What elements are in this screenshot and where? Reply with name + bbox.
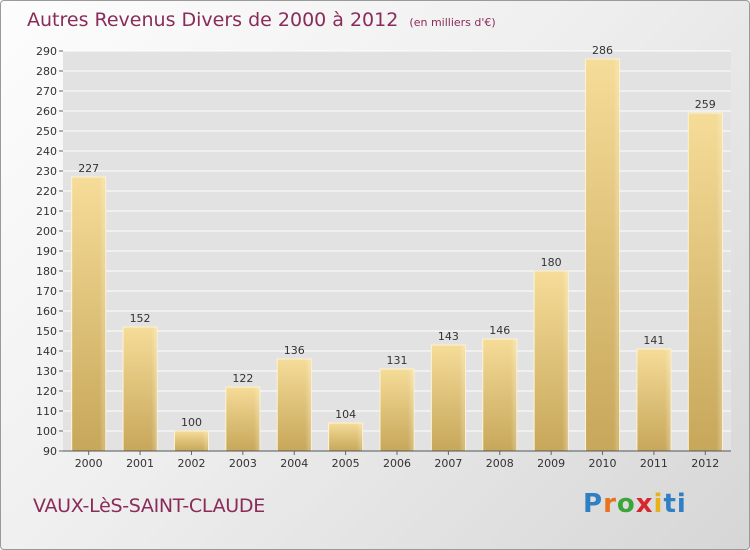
y-tick-label: 230 <box>36 165 57 178</box>
logo-letter-x: x <box>635 489 654 519</box>
y-tick-label: 150 <box>36 325 57 338</box>
x-tick-label: 2008 <box>486 457 514 470</box>
bar-value-label: 141 <box>643 334 664 347</box>
x-tick-label: 2000 <box>75 457 103 470</box>
bar-highlight <box>253 387 259 451</box>
y-tick-label: 180 <box>36 265 57 278</box>
y-tick-label: 120 <box>36 385 57 398</box>
bar-highlight <box>356 423 362 451</box>
logo-letter-i: i <box>653 489 664 519</box>
bar-highlight <box>510 339 516 451</box>
x-tick-label: 2009 <box>537 457 565 470</box>
y-tick-label: 110 <box>36 405 57 418</box>
bar-value-label: 286 <box>592 44 613 57</box>
bar-value-label: 227 <box>78 162 99 175</box>
x-tick-label: 2004 <box>280 457 308 470</box>
bar-value-label: 136 <box>284 344 305 357</box>
y-tick-label: 160 <box>36 305 57 318</box>
bars: 227 152 100 122 136 104 131 143 146 180 286 141 259 <box>71 44 723 452</box>
y-axis: 90 100 110 120 130 140 150 160 170 180 190 200 210 22… <box>36 45 63 458</box>
x-tick-label: 2007 <box>434 457 462 470</box>
y-tick-label: 290 <box>36 45 57 58</box>
y-tick-label: 130 <box>36 365 57 378</box>
y-tick-label: 90 <box>43 445 57 458</box>
bar-value-label: 180 <box>541 256 562 269</box>
y-tick-label: 100 <box>36 425 57 438</box>
logo-letter-r: r <box>603 489 617 519</box>
y-tick-label: 250 <box>36 125 57 138</box>
bar-highlight <box>408 369 413 451</box>
logo-letter-o: o <box>616 489 636 519</box>
bar-highlight <box>664 349 670 451</box>
y-tick-label: 190 <box>36 245 57 258</box>
bar-highlight <box>716 113 722 451</box>
x-tick-label: 2003 <box>229 457 257 470</box>
y-tick-label: 210 <box>36 205 57 218</box>
x-tick-label: 2011 <box>640 457 668 470</box>
bar-highlight <box>99 177 105 451</box>
y-tick-label: 280 <box>36 65 57 78</box>
bar-value-label: 104 <box>335 408 356 421</box>
bar-value-label: 131 <box>387 354 408 367</box>
bar-highlight <box>459 345 465 451</box>
x-tick-label: 2001 <box>126 457 154 470</box>
logo-letter-p: P <box>583 489 604 519</box>
bar-value-label: 100 <box>181 416 202 429</box>
bar-highlight <box>202 431 208 451</box>
chart-title: Autres Revenus Divers de 2000 à 2012 (en… <box>27 9 496 31</box>
bar-highlight <box>151 327 157 451</box>
bar-highlight <box>613 59 619 451</box>
y-tick-label: 140 <box>36 345 57 358</box>
bar-highlight <box>305 359 311 451</box>
x-tick-label: 2005 <box>332 457 360 470</box>
bar-value-label: 152 <box>130 312 151 325</box>
y-tick-label: 170 <box>36 285 57 298</box>
bar-value-label: 146 <box>489 324 510 337</box>
bar-value-label: 122 <box>232 372 253 385</box>
bar-value-label: 259 <box>695 98 716 111</box>
proxiti-logo[interactable]: Proxiti <box>583 489 687 519</box>
x-tick-label: 2006 <box>383 457 411 470</box>
y-tick-label: 260 <box>36 105 57 118</box>
y-tick-label: 220 <box>36 185 57 198</box>
x-tick-label: 2012 <box>691 457 719 470</box>
bar-highlight <box>562 271 568 451</box>
bar-value-label: 143 <box>438 330 459 343</box>
x-tick-label: 2002 <box>177 457 205 470</box>
chart-title-main: Autres Revenus Divers de 2000 à 2012 <box>27 9 399 31</box>
x-axis: 2000 2001 2002 2003 2004 2005 2006 2007 2008 2009… <box>75 451 719 470</box>
logo-letters-ti: ti <box>663 489 687 519</box>
chart-subtitle: (en milliers d'€) <box>409 16 496 29</box>
y-tick-label: 270 <box>36 85 57 98</box>
y-tick-label: 240 <box>36 145 57 158</box>
x-tick-label: 2010 <box>589 457 617 470</box>
commune-name: VAUX-LèS-SAINT-CLAUDE <box>33 495 265 517</box>
y-tick-label: 200 <box>36 225 57 238</box>
